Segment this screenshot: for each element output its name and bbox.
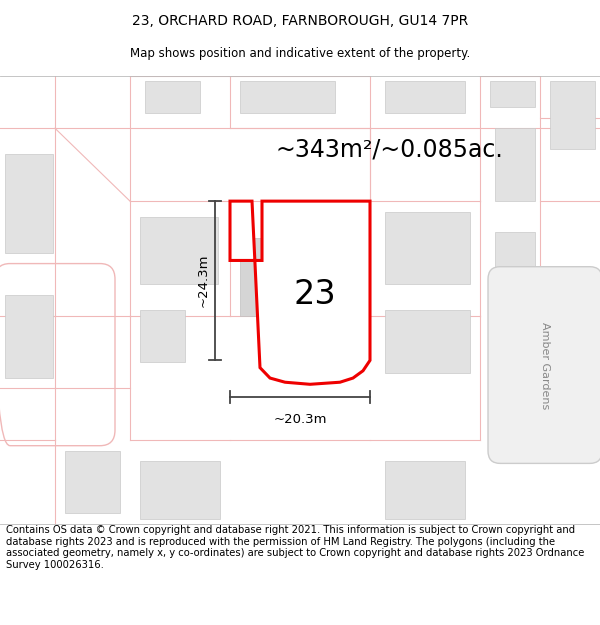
- Bar: [140, 217, 218, 284]
- PathPatch shape: [230, 201, 370, 384]
- Text: Contains OS data © Crown copyright and database right 2021. This information is : Contains OS data © Crown copyright and d…: [6, 525, 584, 570]
- Bar: [495, 232, 535, 295]
- Text: 23, ORCHARD ROAD, FARNBOROUGH, GU14 7PR: 23, ORCHARD ROAD, FARNBOROUGH, GU14 7PR: [132, 14, 468, 28]
- Bar: [140, 311, 185, 362]
- Text: 23: 23: [293, 278, 337, 311]
- Bar: [290, 238, 360, 331]
- Text: ~343m²/~0.085ac.: ~343m²/~0.085ac.: [275, 137, 503, 161]
- Bar: [145, 81, 200, 112]
- Bar: [490, 81, 535, 107]
- Bar: [240, 81, 335, 112]
- Bar: [385, 211, 470, 284]
- Bar: [65, 451, 120, 513]
- Bar: [5, 295, 53, 378]
- FancyBboxPatch shape: [488, 267, 600, 463]
- Text: ~24.3m: ~24.3m: [197, 254, 209, 308]
- Bar: [385, 81, 465, 112]
- Bar: [140, 461, 220, 519]
- Bar: [135, 139, 475, 441]
- Bar: [240, 238, 300, 316]
- Text: Map shows position and indicative extent of the property.: Map shows position and indicative extent…: [130, 47, 470, 60]
- Text: Amber Gardens: Amber Gardens: [540, 322, 550, 409]
- Bar: [385, 461, 465, 519]
- Bar: [495, 128, 535, 201]
- Bar: [385, 311, 470, 373]
- Bar: [5, 154, 53, 253]
- Bar: [550, 81, 595, 149]
- Text: ~20.3m: ~20.3m: [273, 413, 327, 426]
